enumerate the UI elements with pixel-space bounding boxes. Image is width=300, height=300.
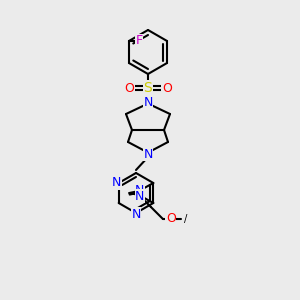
Text: /: / [184, 214, 187, 224]
Text: N: N [143, 148, 153, 160]
Text: N: N [135, 190, 145, 202]
Text: F: F [135, 34, 142, 47]
Text: N: N [112, 176, 122, 190]
Text: O: O [166, 212, 176, 226]
Text: S: S [144, 81, 152, 95]
Text: N: N [131, 208, 141, 220]
Text: N: N [143, 95, 153, 109]
Text: N: N [135, 184, 145, 196]
Text: O: O [162, 82, 172, 94]
Text: O: O [124, 82, 134, 94]
